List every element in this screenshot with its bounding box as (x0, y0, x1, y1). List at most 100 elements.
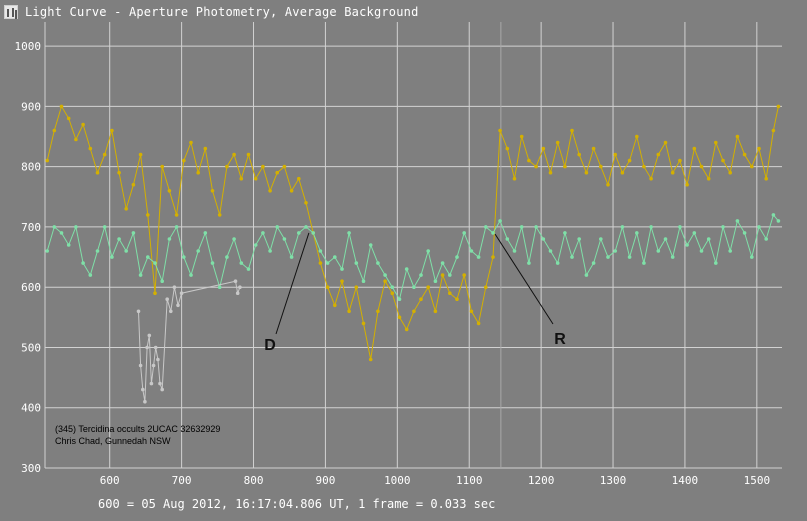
data-point (311, 231, 316, 235)
data-point (563, 231, 567, 235)
data-point (160, 279, 164, 284)
data-point (591, 261, 596, 265)
data-point (325, 261, 330, 265)
data-point (469, 309, 474, 314)
annotation-pointer (275, 232, 310, 335)
data-point (261, 164, 265, 169)
data-point (235, 291, 240, 296)
data-point (635, 231, 639, 235)
data-point (735, 134, 740, 139)
data-point (670, 255, 675, 259)
data-point (203, 231, 208, 235)
data-point (462, 231, 467, 235)
app-icon[interactable] (4, 5, 18, 19)
series-0 (45, 104, 781, 362)
data-point (527, 158, 531, 163)
data-point (484, 285, 488, 290)
data-point (764, 237, 768, 241)
data-point (656, 152, 661, 157)
data-point (253, 176, 258, 181)
data-point (149, 381, 154, 386)
data-point (627, 158, 632, 163)
data-point (81, 122, 85, 127)
data-point (225, 164, 229, 169)
data-point (505, 237, 510, 241)
data-point (440, 273, 445, 277)
y-tick-label: 400 (21, 402, 41, 415)
data-point (141, 387, 145, 392)
data-point (246, 152, 251, 157)
data-point (88, 273, 93, 277)
data-point (714, 261, 718, 265)
data-point (153, 261, 157, 265)
data-point (74, 137, 78, 142)
data-point (102, 225, 107, 229)
data-point (217, 213, 222, 217)
data-point (182, 158, 186, 163)
data-point (304, 225, 308, 229)
data-point (541, 146, 546, 151)
data-point (196, 249, 200, 253)
data-point (555, 140, 560, 145)
data-point (455, 297, 459, 302)
data-point (706, 237, 711, 241)
data-point (541, 237, 546, 241)
data-point (238, 285, 242, 290)
data-point (721, 158, 725, 163)
data-point (289, 255, 294, 259)
data-point (131, 182, 136, 187)
data-point (599, 164, 603, 169)
data-point (649, 176, 653, 181)
x-tick-label: 800 (244, 474, 264, 487)
y-tick-label: 600 (21, 281, 41, 294)
x-tick-label: 1400 (672, 474, 699, 487)
data-point (699, 164, 704, 169)
data-point (275, 170, 280, 175)
data-point (74, 225, 78, 229)
data-point (146, 213, 150, 217)
data-point (354, 285, 359, 290)
title-bar: Light Curve - Aperture Photometry, Avera… (0, 0, 807, 26)
data-point (172, 285, 177, 290)
series-1 (45, 213, 781, 302)
x-tick-label: 1100 (456, 474, 483, 487)
data-point (179, 291, 184, 296)
data-point (663, 140, 668, 145)
data-point (678, 158, 682, 163)
data-point (289, 189, 294, 193)
data-point (764, 176, 768, 181)
data-point (563, 164, 567, 169)
data-point (333, 255, 337, 259)
x-tick-label: 900 (315, 474, 335, 487)
data-point (692, 231, 697, 235)
data-point (81, 261, 85, 265)
data-point (182, 255, 186, 259)
data-point (649, 225, 653, 229)
data-point (45, 158, 49, 163)
data-point (642, 261, 646, 265)
data-point (577, 152, 581, 157)
data-point (757, 146, 761, 151)
data-point (426, 249, 431, 253)
data-point (512, 176, 517, 181)
data-point (627, 255, 632, 259)
data-point (138, 363, 143, 368)
data-point (519, 225, 524, 229)
data-point (678, 225, 682, 229)
x-tick-label: 1300 (600, 474, 627, 487)
data-point (484, 225, 488, 229)
data-point (138, 273, 143, 277)
x-tick-label: 700 (172, 474, 192, 487)
data-point (210, 261, 215, 265)
data-point (340, 267, 344, 271)
data-point (476, 255, 481, 259)
data-point (233, 279, 238, 284)
data-point (620, 170, 625, 175)
data-point (268, 249, 272, 253)
data-point (239, 261, 244, 265)
data-point (174, 225, 179, 229)
data-point (491, 255, 495, 259)
y-tick-label: 500 (21, 341, 41, 354)
data-point (136, 309, 141, 314)
data-point (728, 249, 732, 253)
